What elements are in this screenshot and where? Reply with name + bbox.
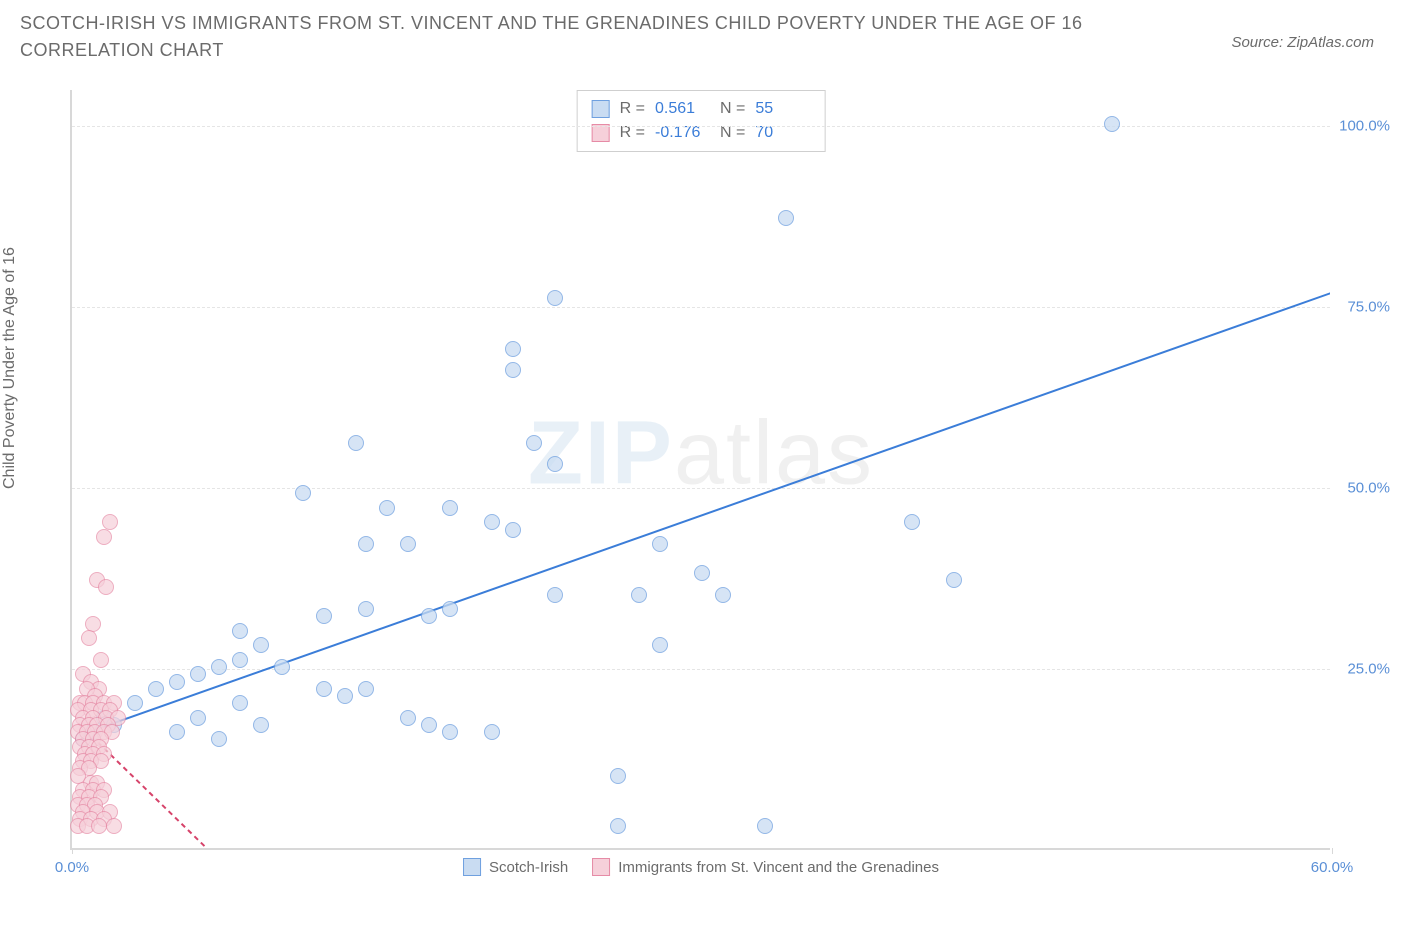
r-value: 0.561 (655, 97, 710, 121)
data-point (694, 565, 710, 581)
data-point (421, 608, 437, 624)
source-attribution: Source: ZipAtlas.com (1231, 34, 1374, 51)
data-point (505, 341, 521, 357)
y-axis-label: Child Poverty Under the Age of 16 (1, 247, 19, 489)
data-point (348, 435, 364, 451)
legend-swatch (592, 858, 610, 876)
data-point (148, 681, 164, 697)
gridline (72, 126, 1330, 127)
series-legend-item: Immigrants from St. Vincent and the Gren… (592, 858, 939, 876)
data-point (127, 695, 143, 711)
data-point (442, 500, 458, 516)
data-point (232, 695, 248, 711)
data-point (442, 724, 458, 740)
data-point (337, 688, 353, 704)
data-point (484, 724, 500, 740)
data-point (169, 724, 185, 740)
data-point (442, 601, 458, 617)
data-point (547, 290, 563, 306)
data-point (190, 710, 206, 726)
x-tick-mark (72, 848, 73, 854)
data-point (98, 579, 114, 595)
data-point (316, 608, 332, 624)
x-tick-label: 0.0% (55, 859, 89, 876)
correlation-legend: R = 0.561 N = 55 R = -0.176 N = 70 (577, 90, 826, 152)
gridline (72, 307, 1330, 308)
y-tick-label: 25.0% (1347, 661, 1390, 678)
n-value: 55 (755, 97, 810, 121)
chart-container: Child Poverty Under the Age of 16 ZIPatl… (20, 80, 1380, 900)
data-point (757, 818, 773, 834)
data-point (274, 659, 290, 675)
data-point (484, 514, 500, 530)
r-value: -0.176 (655, 121, 710, 145)
trend-lines (72, 90, 1330, 848)
series-legend-label: Immigrants from St. Vincent and the Gren… (618, 859, 939, 876)
x-tick-mark (1332, 848, 1333, 854)
watermark: ZIPatlas (528, 402, 874, 505)
data-point (190, 666, 206, 682)
data-point (1104, 116, 1120, 132)
y-tick-label: 75.0% (1347, 299, 1390, 316)
gridline (72, 669, 1330, 670)
data-point (904, 514, 920, 530)
data-point (358, 601, 374, 617)
plot-area: ZIPatlas R =0.561N =55R =-0.176N =70 Sco… (70, 90, 1330, 850)
r-label: R = (620, 121, 645, 145)
data-point (211, 731, 227, 747)
data-point (547, 587, 563, 603)
gridline (72, 488, 1330, 489)
data-point (295, 485, 311, 501)
r-label: R = (620, 97, 645, 121)
data-point (96, 529, 112, 545)
legend-swatch (463, 858, 481, 876)
data-point (232, 652, 248, 668)
data-point (400, 710, 416, 726)
data-point (211, 659, 227, 675)
data-point (91, 818, 107, 834)
data-point (631, 587, 647, 603)
y-tick-label: 100.0% (1339, 118, 1390, 135)
data-point (81, 630, 97, 646)
trend-line-scotch-irish (83, 293, 1331, 735)
data-point (946, 572, 962, 588)
chart-title: SCOTCH-IRISH VS IMMIGRANTS FROM ST. VINC… (20, 10, 1170, 64)
data-point (93, 652, 109, 668)
data-point (652, 637, 668, 653)
data-point (253, 717, 269, 733)
data-point (358, 681, 374, 697)
data-point (358, 536, 374, 552)
data-point (610, 768, 626, 784)
data-point (547, 456, 563, 472)
x-tick-label: 60.0% (1311, 859, 1354, 876)
data-point (400, 536, 416, 552)
stat-legend-row: R = -0.176 N = 70 (592, 121, 811, 145)
n-label: N = (720, 97, 745, 121)
n-value: 70 (755, 121, 810, 145)
data-point (421, 717, 437, 733)
data-point (652, 536, 668, 552)
data-point (232, 623, 248, 639)
data-point (253, 637, 269, 653)
data-point (505, 522, 521, 538)
data-point (610, 818, 626, 834)
data-point (106, 818, 122, 834)
data-point (505, 362, 521, 378)
data-point (169, 674, 185, 690)
legend-swatch (592, 100, 610, 118)
data-point (778, 210, 794, 226)
series-legend: Scotch-Irish Immigrants from St. Vincent … (463, 858, 939, 876)
data-point (316, 681, 332, 697)
series-legend-label: Scotch-Irish (489, 859, 568, 876)
n-label: N = (720, 121, 745, 145)
data-point (715, 587, 731, 603)
data-point (379, 500, 395, 516)
stat-legend-row: R = 0.561 N = 55 (592, 97, 811, 121)
data-point (526, 435, 542, 451)
series-legend-item: Scotch-Irish (463, 858, 568, 876)
y-tick-label: 50.0% (1347, 480, 1390, 497)
